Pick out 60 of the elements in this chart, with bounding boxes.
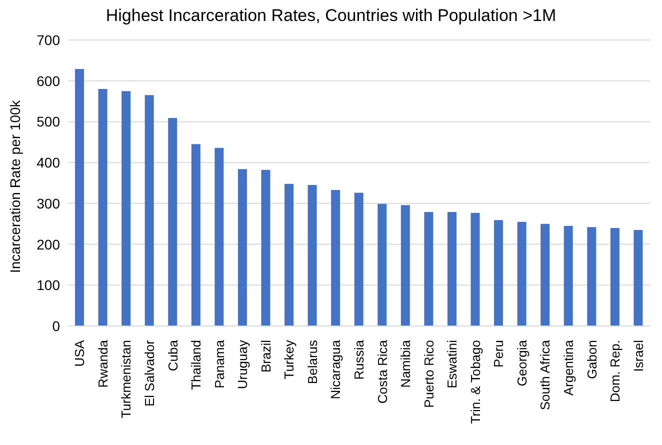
y-axis-title: Incarceration Rate per 100k — [6, 99, 23, 273]
x-tick-label: USA — [72, 340, 88, 367]
x-tick-label: El Salvador — [142, 339, 157, 406]
chart-title: Highest Incarceration Rates, Countries with Population >1M — [104, 6, 558, 26]
bar — [331, 190, 340, 326]
x-tick-label: Nicaragua — [328, 339, 344, 400]
y-tick-label: 600 — [36, 72, 60, 89]
bar — [168, 118, 178, 326]
x-tick-label: Belarus — [304, 340, 320, 384]
x-tick-label: Turkey — [282, 340, 297, 380]
bar — [634, 230, 643, 326]
bar — [122, 91, 131, 326]
bar — [494, 220, 504, 326]
bar — [74, 69, 84, 326]
bar — [470, 212, 480, 326]
bar — [238, 169, 247, 326]
x-tick-label: Costa Rica — [374, 339, 390, 404]
bar — [191, 144, 200, 326]
x-tick-label: Brazil — [258, 340, 274, 373]
bar — [284, 184, 294, 326]
y-tick-label: 100 — [36, 277, 60, 294]
x-tick-label: Peru — [491, 340, 506, 368]
bar — [214, 148, 224, 326]
x-tick-label: Thailand — [188, 340, 204, 390]
x-tick-label: Eswatini — [444, 340, 460, 388]
x-tick-label: Israel — [630, 340, 646, 372]
x-tick-label: Argentina — [561, 339, 576, 396]
y-tick-label: 300 — [36, 195, 60, 212]
bar — [587, 227, 596, 326]
x-tick-label: Gabon — [584, 340, 600, 380]
y-tick-label: 700 — [36, 32, 60, 48]
x-tick-label: Turkmenistan — [118, 340, 134, 418]
x-tick-label: Trin. & Tobago — [468, 340, 483, 424]
bar — [540, 224, 550, 326]
bar — [610, 228, 620, 326]
y-tick-label: 200 — [36, 236, 60, 252]
bar — [564, 226, 573, 326]
y-tick-label: 400 — [36, 154, 60, 171]
bar — [517, 222, 526, 326]
bar — [354, 192, 364, 326]
x-tick-label: Uruguay — [235, 340, 250, 390]
x-tick-label: Panama — [212, 339, 227, 388]
x-tick-label: Cuba — [165, 339, 180, 372]
bar — [261, 170, 270, 326]
y-tick-label: 0 — [52, 318, 60, 334]
y-tick-label: 500 — [36, 114, 60, 130]
bar — [98, 89, 108, 326]
x-tick-label: Russia — [352, 339, 366, 380]
x-tick-label: Georgia — [514, 339, 530, 386]
bar — [308, 185, 317, 326]
x-tick-label: Rwanda — [95, 339, 110, 388]
bar — [144, 95, 154, 326]
x-tick-label: Namibia — [398, 339, 414, 388]
bar — [447, 212, 456, 326]
bar — [400, 205, 410, 326]
x-tick-label: Dom. Rep. — [608, 340, 623, 402]
x-tick-label: South Africa — [538, 339, 553, 410]
x-tick-label: Puerto Rico — [421, 340, 436, 408]
bar — [424, 212, 434, 326]
bar — [378, 204, 387, 326]
